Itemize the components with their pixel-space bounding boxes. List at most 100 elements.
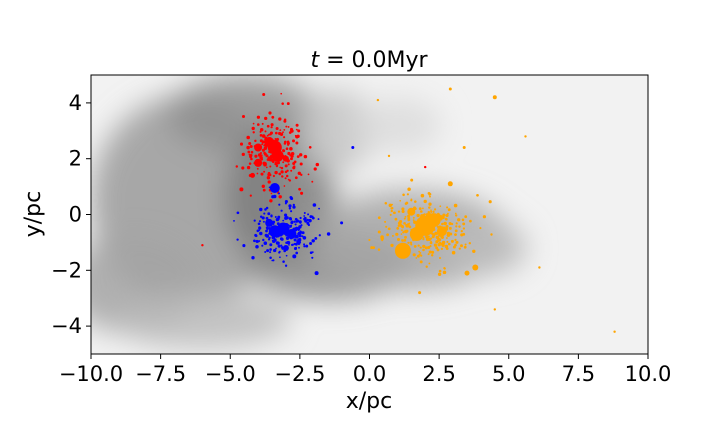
scatter-point: [279, 256, 281, 259]
scatter-point: [402, 193, 405, 197]
scatter-point: [282, 161, 285, 164]
scatter-point: [429, 245, 432, 248]
gas-density-blob: [352, 97, 442, 154]
scatter-point: [407, 241, 410, 244]
scatter-point: [409, 241, 413, 245]
scatter-point: [302, 236, 307, 240]
scatter-point: [260, 172, 264, 176]
scatter-point-large: [295, 123, 299, 127]
x-axis-ticks: −10.0 −7.5 −5.0 −2.5 0.0 2.5 5.0 7.5 10.0: [59, 354, 671, 386]
scatter-point: [433, 243, 438, 247]
scatter-point: [427, 192, 431, 195]
scatter-point: [370, 246, 374, 250]
scatter-point: [290, 221, 294, 225]
scatter-point: [431, 232, 434, 236]
scatter-point: [284, 164, 288, 168]
scatter-point: [280, 244, 283, 247]
scatter-point: [256, 123, 260, 126]
scatter-point: [262, 220, 265, 223]
scatter-point-large: [271, 149, 284, 162]
scatter-point: [290, 152, 295, 156]
scatter-point: [430, 254, 434, 257]
scatter-point-large: [254, 158, 263, 167]
scatter-point: [256, 115, 261, 119]
scatter-point: [412, 216, 415, 219]
scatter-point: [401, 209, 405, 214]
scatter-point: [282, 219, 285, 222]
scatter-point: [387, 227, 391, 231]
scatter-point: [283, 142, 287, 145]
scatter-point: [299, 162, 303, 166]
scatter-point-large: [409, 227, 424, 241]
scatter-point: [293, 242, 296, 246]
scatter-point: [288, 179, 292, 182]
scatter-point: [445, 213, 449, 218]
scatter-point: [269, 248, 272, 251]
scatter-point: [292, 165, 296, 168]
scatter-point-large: [286, 229, 297, 239]
scatter-point: [289, 154, 292, 157]
scatter-point: [259, 151, 263, 155]
y-tick-label: −4: [51, 314, 82, 338]
scatter-point: [401, 239, 404, 242]
scatter-point: [268, 173, 272, 177]
scatter-point: [287, 125, 290, 128]
scatter-point: [377, 248, 381, 251]
scatter-point: [287, 151, 291, 156]
scatter-point: [435, 246, 439, 250]
scatter-point: [253, 219, 256, 222]
gas-density-blob: [297, 88, 376, 173]
scatter-point: [404, 235, 407, 239]
x-axis-label: x/pc: [346, 389, 393, 414]
scatter-point: [261, 244, 264, 247]
scatter-point: [428, 250, 431, 253]
scatter-point: [448, 226, 452, 230]
scatter-point: [455, 240, 459, 244]
scatter-point: [312, 203, 317, 207]
scatter-point: [404, 215, 407, 218]
scatter-point: [289, 195, 293, 199]
scatter-point: [255, 239, 259, 243]
scatter-point: [458, 225, 461, 228]
scatter-point: [266, 124, 270, 128]
series-group: [233, 146, 355, 276]
scatter-point: [258, 226, 262, 230]
scatter-point: [405, 229, 409, 233]
scatter-point: [442, 270, 447, 275]
scatter-point: [318, 207, 320, 210]
scatter-point: [293, 238, 297, 242]
scatter-point: [450, 239, 454, 243]
y-axis-label: y/pc: [21, 191, 46, 238]
scatter-point: [264, 130, 267, 133]
scatter-point: [269, 199, 273, 203]
scatter-point: [460, 233, 464, 237]
scatter-point: [286, 240, 291, 245]
scatter-point: [275, 126, 279, 131]
scatter-point: [289, 224, 292, 228]
scatter-point: [263, 241, 268, 245]
scatter-point: [261, 216, 265, 220]
scatter-point: [274, 216, 277, 218]
scatter-point: [408, 222, 411, 225]
scatter-point: [296, 136, 299, 139]
scatter-point-large: [277, 222, 290, 235]
scatter-point-large: [538, 266, 541, 269]
scatter-point: [280, 209, 283, 212]
scatter-point: [278, 251, 281, 254]
scatter-point: [248, 141, 252, 146]
scatter-point: [440, 235, 444, 239]
scatter-point: [297, 171, 301, 175]
scatter-point: [267, 180, 271, 184]
scatter-point: [274, 131, 278, 135]
scatter-point-large: [613, 330, 616, 333]
scatter-point: [317, 218, 320, 221]
scatter-point: [249, 145, 253, 148]
scatter-point-large: [472, 264, 479, 271]
scatter-point: [384, 201, 388, 205]
scatter-point: [271, 259, 274, 262]
scatter-point: [417, 244, 420, 247]
scatter-point: [440, 247, 443, 250]
scatter-point: [241, 114, 246, 119]
scatter-point: [295, 141, 299, 145]
scatter-point: [377, 216, 381, 220]
